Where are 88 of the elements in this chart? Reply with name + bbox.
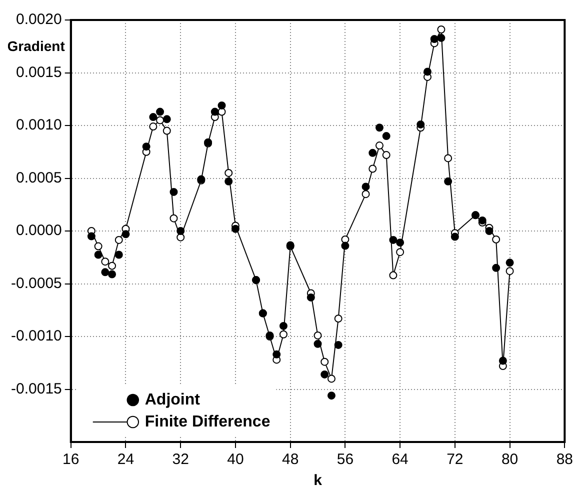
point — [327, 374, 336, 383]
point — [314, 340, 322, 348]
point — [334, 314, 342, 323]
y-tick-label: -0.0005 — [11, 274, 62, 292]
point — [162, 115, 171, 124]
point — [94, 250, 102, 259]
point — [142, 142, 150, 151]
point — [218, 101, 226, 110]
point — [444, 177, 452, 186]
point — [389, 236, 398, 244]
point — [162, 126, 171, 135]
point — [314, 331, 322, 340]
y-tick-label: 0.0010 — [16, 116, 62, 134]
x-tick-label: 16 — [62, 451, 80, 468]
point — [362, 182, 370, 191]
point — [156, 116, 164, 124]
point — [170, 214, 178, 222]
point — [156, 108, 164, 116]
point — [320, 370, 329, 378]
point — [341, 242, 350, 250]
x-tick-label: 32 — [172, 451, 189, 468]
point — [375, 124, 384, 132]
point — [444, 154, 452, 162]
point — [279, 322, 288, 330]
point — [149, 113, 158, 122]
point — [94, 242, 102, 250]
point — [114, 250, 123, 259]
point — [279, 330, 288, 338]
point — [224, 168, 233, 177]
point — [101, 268, 110, 276]
legend-label: Finite Difference — [144, 413, 270, 430]
point — [224, 177, 233, 186]
point — [375, 142, 384, 150]
point — [416, 120, 425, 128]
x-tick-label: 72 — [446, 451, 464, 468]
point — [231, 224, 240, 233]
y-tick-label: 0.0000 — [16, 222, 62, 240]
y-tick-label: 0.0015 — [16, 64, 62, 81]
point — [382, 151, 390, 160]
point — [272, 350, 281, 358]
point — [492, 235, 500, 244]
legend-label: Adjoint — [144, 391, 201, 408]
point — [108, 270, 116, 278]
point — [87, 232, 96, 240]
point — [396, 248, 404, 256]
y-axis-title: Gradient — [7, 38, 66, 54]
point — [122, 230, 130, 238]
y-tick-label: 0.0005 — [16, 169, 62, 186]
x-tick-label: 56 — [336, 451, 354, 468]
point — [478, 216, 486, 224]
point — [341, 235, 350, 244]
point — [114, 236, 123, 244]
x-tick-label: 24 — [117, 451, 134, 468]
point — [492, 264, 500, 272]
point — [498, 356, 507, 365]
point — [423, 68, 432, 76]
point — [396, 238, 404, 247]
point — [334, 340, 342, 349]
point — [101, 258, 110, 266]
point — [320, 358, 329, 366]
point — [362, 190, 370, 198]
point — [149, 122, 158, 131]
point — [170, 188, 178, 196]
point — [506, 258, 514, 267]
y-tick-label: 0.0020 — [16, 11, 62, 28]
point — [389, 271, 398, 280]
x-tick-label: 80 — [501, 451, 518, 468]
point — [327, 392, 336, 400]
point — [506, 267, 514, 276]
point — [437, 25, 446, 34]
x-tick-label: 48 — [282, 451, 299, 468]
point — [176, 227, 185, 235]
y-tick-label: -0.0010 — [11, 328, 62, 345]
point — [368, 164, 377, 173]
point — [485, 227, 494, 235]
point — [382, 132, 390, 140]
point — [437, 34, 446, 42]
point — [368, 148, 377, 157]
point — [210, 108, 219, 116]
point — [306, 293, 315, 302]
point — [450, 232, 459, 241]
point — [430, 34, 438, 43]
x-tick-label: 64 — [392, 451, 408, 468]
y-tick-label: -0.0015 — [11, 380, 62, 398]
point — [108, 262, 116, 270]
x-tick-label: 88 — [556, 451, 573, 468]
x-axis-title: k — [314, 472, 323, 490]
x-tick-label: 40 — [227, 451, 244, 468]
